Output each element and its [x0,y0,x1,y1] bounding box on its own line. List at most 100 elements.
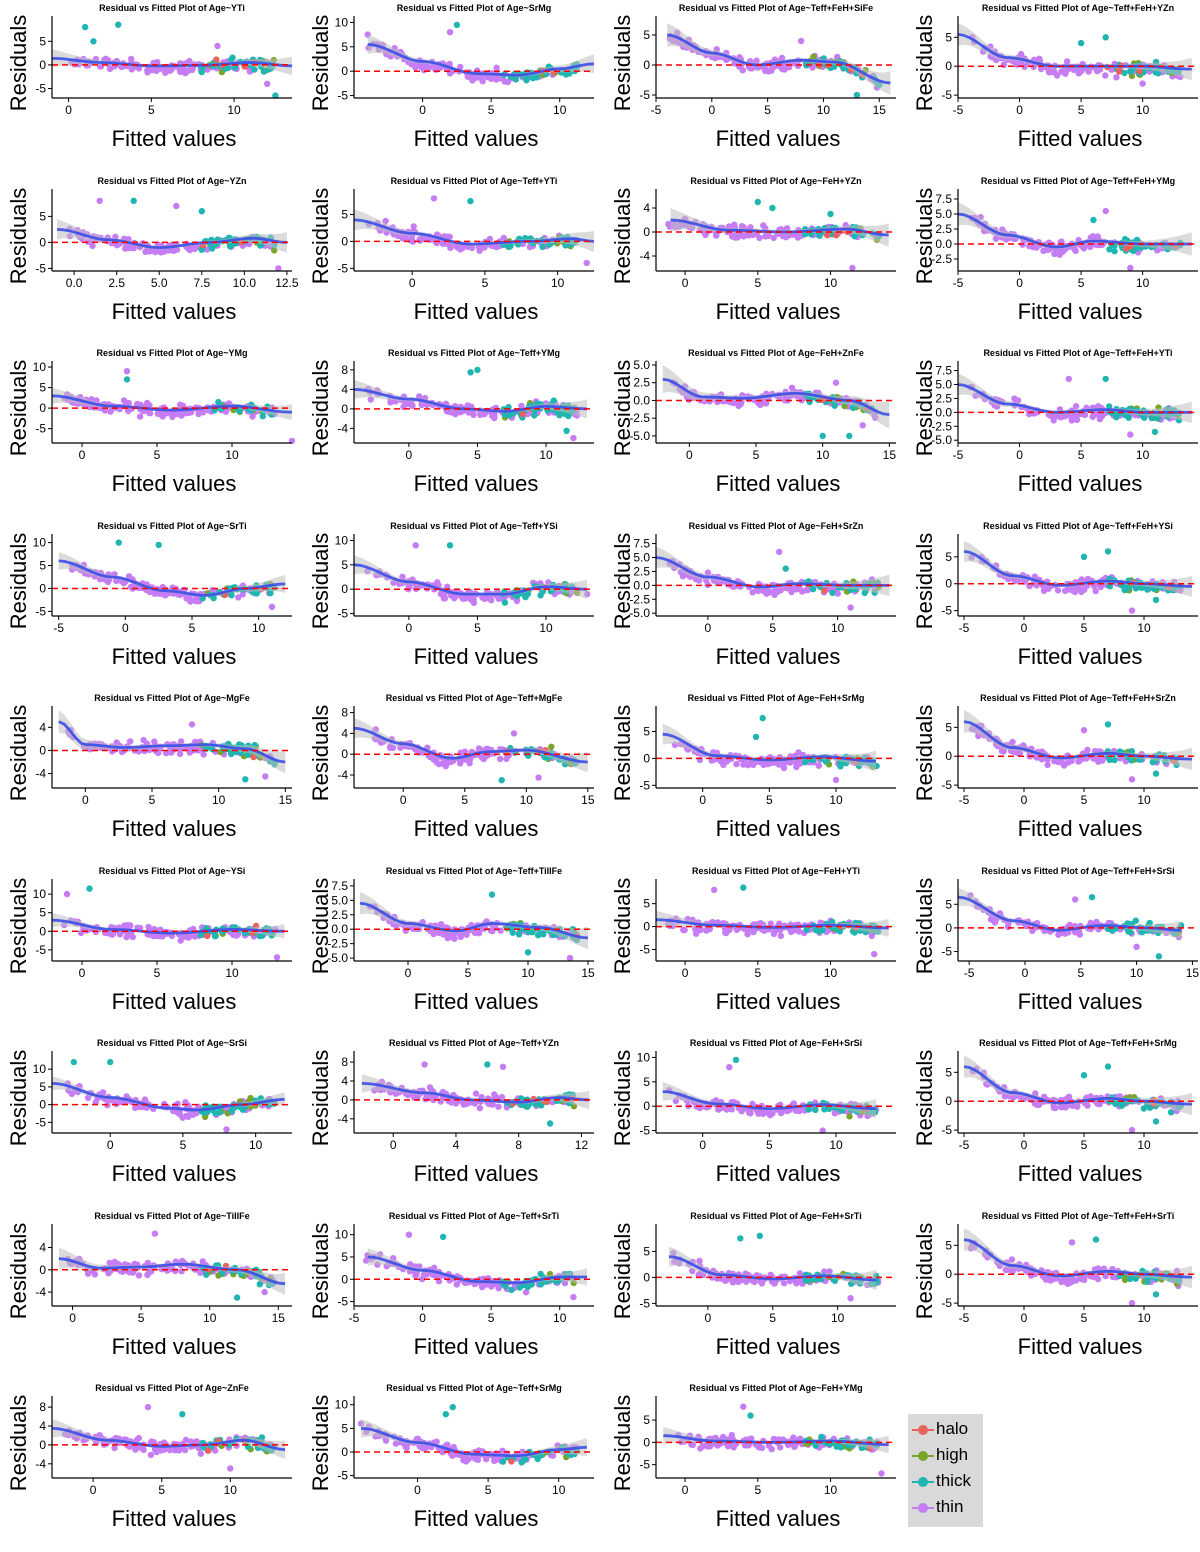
data-point-thick [1103,34,1109,40]
data-point-thick [1127,929,1133,935]
residual-plot-svg: Residual vs Fitted Plot of Age~YMgResidu… [0,345,300,517]
data-point-thin [434,759,440,765]
data-point-thin [798,38,804,44]
data-point-thick [1081,553,1087,559]
x-tick-label: 5 [769,621,776,635]
data-point-thick [1152,429,1158,435]
data-point-thin [411,223,417,229]
y-tick-label: 5 [39,381,46,395]
y-tick-label: 0 [39,743,46,757]
x-axis-label: Fitted values [112,816,237,841]
plot-title: Residual vs Fitted Plot of Age~YSi [99,866,245,876]
residual-plot-svg: Residual vs Fitted Plot of Age~Teff+FeH+… [906,345,1200,517]
data-point-thin [860,422,866,428]
x-tick-label: 10 [249,1138,263,1152]
x-tick-label: 5.0 [151,276,168,290]
residual-plot-panel: Residual vs Fitted Plot of Age~Teff+FeH+… [906,0,1200,172]
x-tick-label: 5 [766,793,773,807]
data-point-thin [1029,927,1035,933]
data-point-thin [1139,80,1145,86]
x-tick-label: 15 [883,448,897,462]
y-tick-label: 0 [643,919,650,933]
y-tick-label: 0.0 [935,237,952,251]
data-point-thick [502,599,508,605]
data-point-thin [264,81,270,87]
data-point-thin [789,385,795,391]
data-point-thin [121,922,127,928]
data-point-thin [781,765,787,771]
y-tick-label: 0 [39,581,46,595]
data-point-thick [551,397,557,403]
data-point-thin [733,761,739,767]
data-point-thick [489,891,495,897]
y-tick-label: 2.5 [633,564,650,578]
residual-plot-panel: Residual vs Fitted Plot of Age~Teff+FeH+… [906,518,1200,690]
x-tick-label: 5 [180,1138,187,1152]
data-point-thick [523,592,529,598]
data-point-thin [175,1101,181,1107]
data-point-thin [235,594,241,600]
x-tick-label: 0 [686,448,693,462]
data-point-thin [183,595,189,601]
x-tick-label: 0 [79,966,86,980]
data-point-thin [146,248,152,254]
residual-plot-svg: Residual vs Fitted Plot of Age~FeH+YTiRe… [604,863,904,1035]
y-tick-label: 5 [945,549,952,563]
x-axis-label: Fitted values [716,126,841,151]
data-point-thick [846,433,852,439]
data-point-thick [212,933,218,939]
x-tick-label: 5 [1077,966,1084,980]
data-point-thick [115,22,121,28]
data-point-thin [473,1090,479,1096]
residual-plot-panel: Residual vs Fitted Plot of Age~Teff+MgFe… [302,690,602,862]
data-point-thin [447,244,453,250]
data-point-thin [477,1105,483,1111]
y-tick-label: 7.5 [935,364,952,378]
x-axis-label: Fitted values [716,644,841,669]
y-tick-label: 5 [341,40,348,54]
data-point-thin [177,751,183,757]
x-tick-label: 10 [551,276,565,290]
x-tick-label: 12.5 [275,276,299,290]
plot-title: Residual vs Fitted Plot of Age~SrMg [397,3,551,13]
x-tick-label: 10 [829,793,843,807]
data-point-thin [1129,776,1135,782]
x-tick-label: 5 [754,966,761,980]
residual-plot-svg: Residual vs Fitted Plot of Age~Teff+FeH+… [906,518,1200,690]
x-axis-label: Fitted values [112,299,237,324]
x-tick-label: -5 [953,276,964,290]
data-point-thin [64,890,70,896]
data-point-thick [242,776,248,782]
y-tick-label: 0 [643,751,650,765]
residual-plot-svg: Residual vs Fitted Plot of Age~Teff+FeH+… [906,863,1200,1035]
y-tick-label: 0 [341,64,348,78]
data-point-thin [107,408,113,414]
data-point-thick [854,92,860,98]
data-point-thick [1133,585,1139,591]
y-tick-label: -5 [337,89,348,103]
data-point-thick [1105,721,1111,727]
x-tick-label: 12 [575,1138,589,1152]
residual-plot-svg: Residual vs Fitted Plot of Age~Teff+YTiR… [302,173,602,345]
residual-plot-panel: Residual vs Fitted Plot of Age~Teff+FeH+… [906,690,1200,862]
x-axis-label: Fitted values [112,644,237,669]
x-tick-label: 0 [699,793,706,807]
data-point-thin [849,264,855,270]
data-point-thin [1044,762,1050,768]
data-point-thin [500,1064,506,1070]
data-point-thin [735,234,741,240]
y-tick-label: -4 [337,1112,348,1126]
data-point-thin [1001,62,1007,68]
plot-title: Residual vs Fitted Plot of Age~FeH+YZn [690,176,861,186]
plot-title: Residual vs Fitted Plot of Age~Teff+YSi [390,521,558,531]
residual-plot-panel: Residual vs Fitted Plot of Age~Teff+FeH+… [906,863,1200,1035]
data-point-thin [1099,757,1105,763]
plot-title: Residual vs Fitted Plot of Age~MgFe [94,693,249,703]
y-tick-label: 5 [39,1080,46,1094]
x-axis-label: Fitted values [414,471,539,496]
x-tick-label: 4 [453,1138,460,1152]
x-tick-label: 10 [817,103,831,117]
x-tick-label: 0 [406,621,413,635]
x-axis-label: Fitted values [1018,644,1143,669]
